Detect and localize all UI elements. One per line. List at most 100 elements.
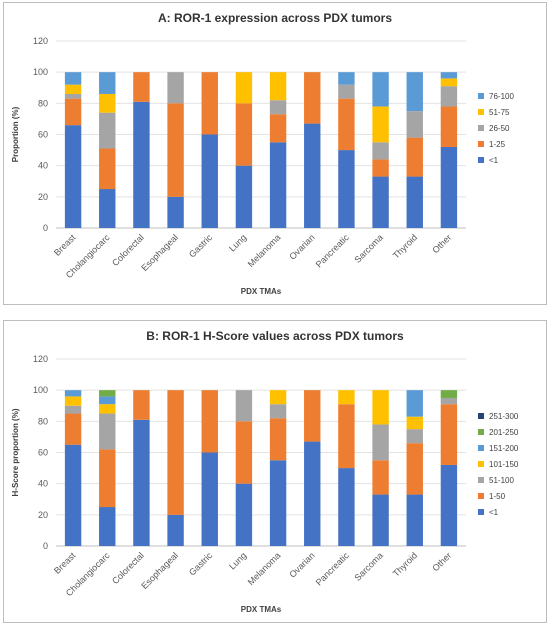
bar-segment [269,404,287,419]
legend-label: 201-250 [489,428,519,437]
legend-label: 251-300 [489,412,519,421]
bar-segment [269,100,287,115]
bar-segment [372,460,389,495]
chart-title: B: ROR-1 H-Score values across PDX tumor… [146,329,404,343]
x-tick-label: Thyroid [391,232,419,260]
bar-segment [64,84,82,94]
bar-segment [99,507,116,546]
bar-segment [64,98,82,126]
bar-segment [269,390,287,405]
bar-segment [406,443,423,495]
x-tick-label: Sarcoma [352,550,385,583]
x-tick-label: Colorectal [110,232,146,268]
x-tick-label: Colorectal [110,550,146,586]
chart-panel-b: B: ROR-1 H-Score values across PDX tumor… [3,320,547,623]
legend-swatch [478,461,484,467]
y-tick-label: 0 [43,223,48,233]
legend-swatch [478,125,484,131]
bar-segment [406,137,423,177]
x-tick-label: Thyroid [391,550,419,578]
bar-segment [64,444,82,546]
bar-segment [406,72,423,112]
x-tick-label: Melanoma [246,550,283,587]
bar-segment [338,390,355,405]
legend-swatch [478,493,484,499]
x-tick-label: Other [430,550,453,573]
bar-segment [201,72,218,135]
y-tick-label: 80 [38,98,48,108]
bar-segment [269,142,287,228]
x-tick-label: Melanoma [246,232,283,269]
bar-segment [338,150,355,228]
y-tick-label: 100 [33,385,48,395]
legend-swatch [478,429,484,435]
x-tick-label: Gastric [187,550,215,578]
bar-segment [133,101,150,228]
bar-segment [201,134,218,228]
bar-segment [304,441,321,546]
y-tick-label: 40 [38,479,48,489]
bar-segment [440,390,458,398]
bar-segment [372,106,389,143]
bar-segment [235,483,253,546]
x-axis-label: PDX TMAs [241,605,282,614]
bar-segment [406,494,423,546]
legend-label: 26-50 [489,124,510,133]
bar-segment [304,72,321,124]
bar-segment [304,123,321,228]
bar-segment [406,111,423,138]
legend-label: 1-50 [489,492,506,501]
bar-segment [406,176,423,228]
bar-segment [167,514,184,546]
y-tick-label: 0 [43,541,48,551]
bar-segment [167,196,184,228]
x-tick-label: Lung [227,232,248,253]
legend-label: 1-25 [489,140,506,149]
bar-segment [133,72,150,102]
bar-segment [64,93,82,99]
bar-segment [372,159,389,177]
bar-segment [133,390,150,420]
x-tick-label: Ovarian [287,232,316,261]
legend-label: <1 [489,508,499,517]
x-tick-label: Lung [227,550,248,571]
y-tick-label: 120 [33,354,48,364]
x-tick-label: Pancreatic [314,232,351,269]
bar-segment [406,429,423,444]
bar-segment [133,419,150,546]
bar-segment [235,103,253,166]
bar-segment [99,396,116,405]
bar-segment [338,404,355,469]
bar-segment [372,494,389,546]
bar-segment [269,72,287,101]
bar-segment [338,72,355,85]
x-tick-label: Ovarian [287,550,316,579]
bar-segment [99,148,116,190]
legend-swatch [478,413,484,419]
bar-segment [64,405,82,414]
legend-label: <1 [489,156,499,165]
x-tick-label: Pancreatic [314,550,351,587]
bar-segment [440,72,458,79]
y-tick-label: 60 [38,130,48,140]
bar-segment [64,396,82,406]
legend-swatch [478,93,484,99]
bar-segment [372,72,389,107]
bar-segment [338,468,355,546]
bar-segment [440,106,458,147]
bar-segment [235,165,253,228]
legend-label: 101-150 [489,460,519,469]
bar-segment [269,114,287,143]
bar-segment [440,464,458,546]
legend-label: 76-100 [489,92,514,101]
x-tick-label: Esophageal [139,232,180,273]
bar-segment [201,452,218,546]
legend-swatch [478,157,484,163]
bar-segment [338,84,355,99]
x-tick-label: Sarcoma [352,232,385,265]
chart-panel-a: A: ROR-1 expression across PDX tumors 0 20… [3,2,547,305]
bar-segment [235,72,253,104]
bar-segment [304,390,321,442]
bar-segment [64,413,82,445]
x-tick-label: Other [430,232,453,255]
